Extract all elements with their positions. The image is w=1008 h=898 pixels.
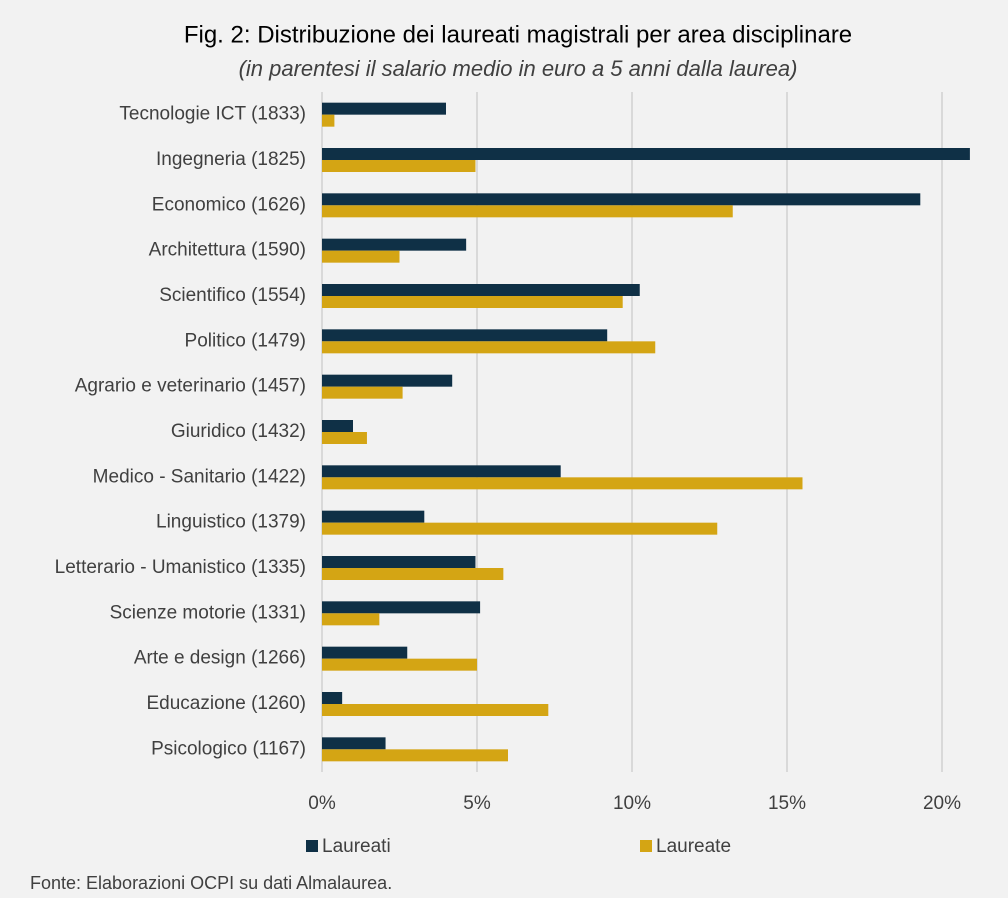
bar <box>322 296 623 308</box>
x-tick-label: 15% <box>768 793 806 814</box>
y-tick-label: Medico - Sanitario (1422) <box>93 466 306 487</box>
bar <box>322 613 380 626</box>
bar <box>322 510 425 523</box>
bar <box>322 420 353 432</box>
bar <box>322 386 403 399</box>
y-tick-label: Scienze motorie (1331) <box>110 602 306 623</box>
x-tick-label: 5% <box>463 793 491 814</box>
bar <box>322 114 335 127</box>
y-tick-label: Tecnologie ICT (1833) <box>119 104 306 125</box>
bar <box>322 148 970 160</box>
y-tick-label: Agrario e veterinario (1457) <box>75 376 306 397</box>
bar <box>322 341 656 354</box>
y-tick-label: Letterario - Umanistico (1335) <box>55 557 306 578</box>
bar <box>322 329 608 342</box>
bar <box>322 704 549 716</box>
chart-title: Fig. 2: Distribuzione dei laureati magis… <box>184 21 852 48</box>
bar <box>322 250 400 263</box>
x-tick-label: 0% <box>308 793 336 814</box>
chart-subtitle: (in parentesi il salario medio in euro a… <box>239 56 798 81</box>
bar <box>322 737 386 750</box>
bar <box>322 102 446 115</box>
bar <box>322 646 408 659</box>
bar <box>322 658 477 671</box>
x-tick-label: 20% <box>923 793 961 814</box>
bar <box>322 465 561 478</box>
bar <box>322 556 476 568</box>
y-tick-label: Arte e design (1266) <box>134 648 306 669</box>
legend-label: Laureati <box>322 836 391 857</box>
bar <box>322 193 921 206</box>
legend-swatch <box>306 840 318 852</box>
bar <box>322 522 718 535</box>
y-tick-label: Psicologico (1167) <box>151 738 306 759</box>
bar <box>322 284 640 296</box>
bar <box>322 692 343 704</box>
bar <box>322 205 733 218</box>
legend-label: Laureate <box>656 836 731 857</box>
bar <box>322 568 504 580</box>
bar <box>322 374 453 387</box>
bar <box>322 432 367 444</box>
y-tick-label: Giuridico (1432) <box>171 421 306 442</box>
y-tick-label: Ingegneria (1825) <box>156 149 306 170</box>
bar <box>322 749 508 762</box>
y-tick-label: Educazione (1260) <box>147 693 307 714</box>
y-tick-label: Scientifico (1554) <box>159 285 306 306</box>
legend-swatch <box>640 840 652 852</box>
y-tick-label: Politico (1479) <box>185 330 306 351</box>
source-note: Fonte: Elaborazioni OCPI su dati Almalau… <box>30 873 392 893</box>
x-tick-label: 10% <box>613 793 651 814</box>
y-tick-label: Economico (1626) <box>152 194 306 215</box>
bar <box>322 601 481 614</box>
y-tick-label: Linguistico (1379) <box>156 512 306 533</box>
y-tick-label: Architettura (1590) <box>149 240 306 261</box>
bar <box>322 238 467 251</box>
bar <box>322 160 476 172</box>
bar <box>322 477 803 490</box>
